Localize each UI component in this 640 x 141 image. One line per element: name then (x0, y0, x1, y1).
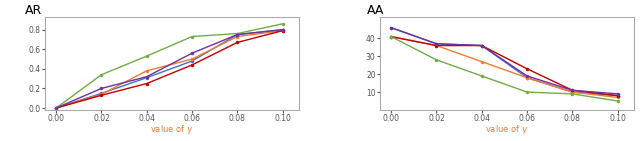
Text: AR: AR (24, 4, 42, 17)
X-axis label: value of $\gamma$: value of $\gamma$ (150, 123, 193, 136)
Text: AA: AA (367, 4, 385, 17)
X-axis label: value of $\gamma$: value of $\gamma$ (485, 123, 529, 136)
